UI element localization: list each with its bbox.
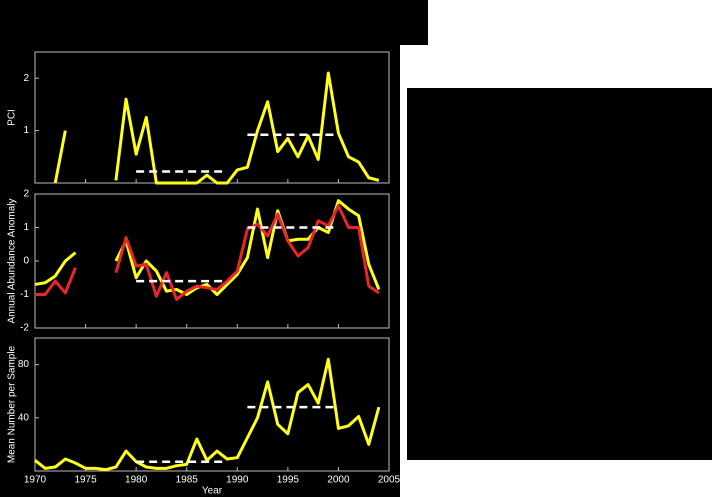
y-tick-label: 2 [23,73,29,84]
x-tick-label: 1995 [277,475,300,486]
x-axis-label: Year [202,486,223,497]
data-line [34,357,381,472]
y-tick-label: 80 [18,359,30,370]
y-tick-label: 0 [23,256,29,267]
figure-background [0,45,400,497]
y-tick-label: -1 [20,289,29,300]
x-tick-label: 1975 [74,475,97,486]
x-tick-label: 2000 [327,475,350,486]
x-tick-label: 1970 [24,475,47,486]
y-tick-label: 1 [23,125,29,136]
y-axis-label: Mean Number per Sample [7,345,18,463]
x-tick-label: 1990 [226,475,249,486]
data-line [53,71,380,185]
y-tick-label: -2 [20,323,29,334]
side-block [407,88,712,460]
x-tick-label: 2005 [378,475,401,486]
x-tick-label: 1980 [125,475,148,486]
y-axis-label: Annual Abundance Anomaly [7,198,18,323]
y-tick-label: 40 [18,412,30,423]
header-block [0,0,428,45]
data-line [35,204,380,302]
y-tick-label: 2 [23,189,29,200]
plot-frame [34,337,390,472]
y-tick-label: 1 [23,222,29,233]
x-tick-label: 1985 [176,475,199,486]
plot-frame [34,51,390,184]
y-axis-label: PCI [7,109,18,126]
